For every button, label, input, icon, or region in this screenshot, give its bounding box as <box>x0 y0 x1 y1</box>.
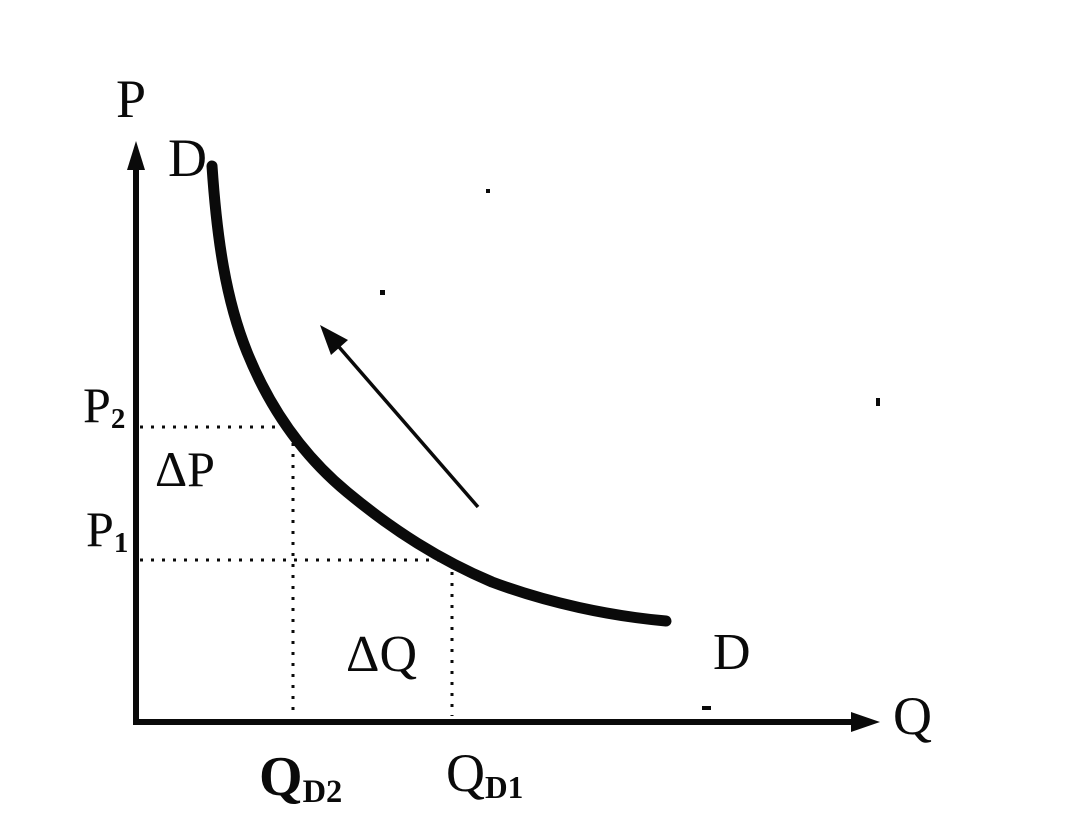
shift-arrow-line <box>337 345 480 509</box>
qd2-base: Q <box>259 746 303 808</box>
p1-label: P1 <box>86 501 128 558</box>
p2-base: P <box>83 377 111 433</box>
scan-speck <box>486 189 490 193</box>
y-axis-arrow-up-icon <box>127 141 145 170</box>
delta-q-label: ΔQ <box>346 626 417 683</box>
shift-arrow-up-left-icon <box>320 325 348 355</box>
delta-p-label: ΔP <box>155 441 215 497</box>
x-axis-arrow-right-icon <box>851 712 880 732</box>
scan-specks <box>380 189 880 710</box>
qd1-base: Q <box>446 743 485 803</box>
qd2-subscript: D2 <box>302 774 343 811</box>
qd1-label: QD1 <box>446 743 523 803</box>
p2-label: P2 <box>83 377 125 434</box>
x-axis-label: Q <box>893 686 932 746</box>
p1-base: P <box>86 501 114 557</box>
curve-label-top: D <box>168 128 207 188</box>
qd1-subscript: D1 <box>485 769 524 805</box>
scan-speck <box>380 290 385 295</box>
p2-subscript: 2 <box>110 403 126 436</box>
scan-speck <box>702 706 711 710</box>
demand-curve <box>206 160 672 627</box>
p1-subscript: 1 <box>113 527 129 560</box>
y-axis-label: P <box>116 69 147 129</box>
curve-label-bottom: D <box>713 624 751 681</box>
qd2-label: QD2 <box>259 746 342 808</box>
scan-speck <box>876 398 880 406</box>
